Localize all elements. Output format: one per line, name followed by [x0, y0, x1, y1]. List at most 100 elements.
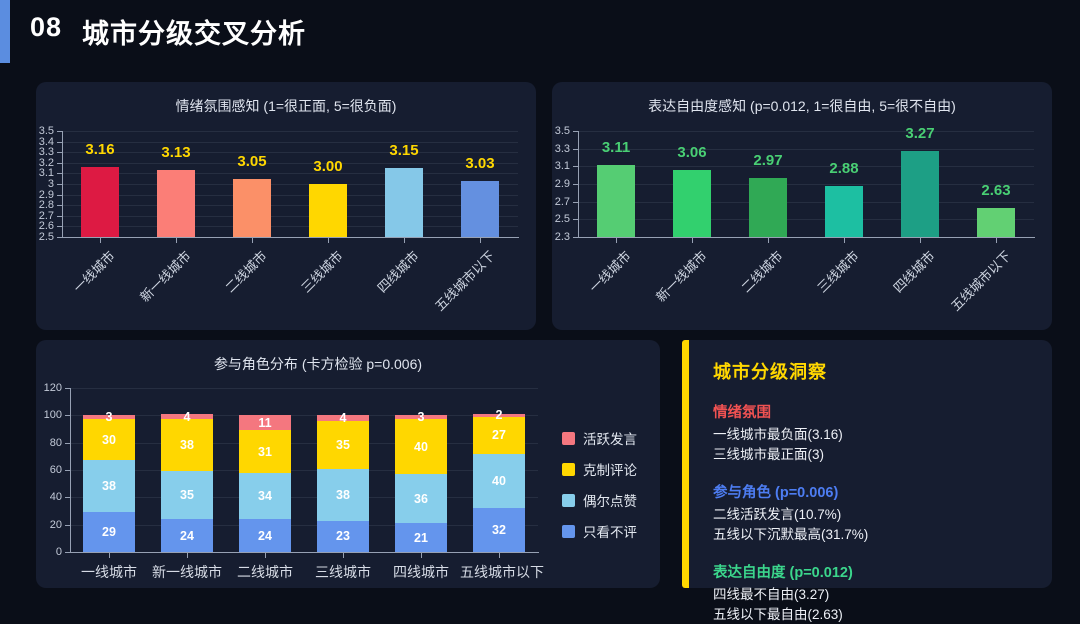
insight-line: 四线最不自由(3.27)	[713, 587, 830, 603]
bar	[749, 177, 787, 237]
legend-swatch-icon	[562, 462, 575, 476]
x-tick-mark	[768, 238, 769, 243]
y-tick-mark	[57, 194, 62, 196]
y-tick-mark	[65, 552, 70, 553]
x-tick-mark	[252, 238, 253, 243]
slide-title: 城市分级交叉分析	[82, 19, 307, 49]
x-tick-label: 二线城市	[222, 248, 270, 296]
bar-segment	[473, 508, 525, 552]
bar-segment	[239, 519, 291, 552]
bar-segment-value-label: 35	[180, 488, 194, 503]
y-tick-label: 100	[43, 409, 62, 422]
y-tick-mark	[57, 173, 62, 175]
y-tick-label: 3.5	[38, 125, 54, 137]
y-tick-mark	[573, 131, 578, 132]
y-tick-label: 2.7	[38, 209, 54, 222]
legend-swatch-icon	[562, 431, 575, 445]
bar	[977, 207, 1015, 237]
bar-segment	[161, 413, 213, 420]
y-tick-mark	[573, 201, 578, 203]
insight-line: 二线活跃发言(10.7%)	[713, 507, 842, 523]
x-axis-line	[578, 237, 1035, 238]
x-tick-label: 新一线城市	[152, 564, 222, 580]
gridline	[62, 173, 518, 175]
gridline	[62, 141, 518, 143]
bar-segment	[317, 468, 369, 521]
bar-segment-value-label: 40	[414, 439, 428, 454]
gridline	[70, 388, 538, 389]
bar	[673, 169, 711, 237]
x-tick-mark	[499, 553, 500, 558]
gridline	[62, 194, 518, 196]
bar-value-label: 3.03	[465, 154, 495, 172]
bar-segment	[473, 413, 525, 417]
x-tick-mark	[844, 238, 845, 243]
y-tick-label: 3.1	[38, 167, 54, 180]
y-tick-mark	[65, 415, 70, 417]
role-chart-title: 参与角色分布 (卡方检验 p=0.006)	[213, 356, 423, 372]
bar-segment	[83, 512, 135, 552]
x-tick-mark	[265, 553, 266, 558]
x-tick-mark	[421, 553, 422, 558]
bar-segment	[83, 415, 135, 420]
insight-heading-role: 参与角色 (p=0.006)	[713, 485, 839, 502]
y-tick-mark	[573, 237, 578, 238]
freedom-bar-chart: 2.3 2.5 2.7 2.9 3.1 3.3 3.5 一线城市 3.11 新一线城市 3.06 二线…	[554, 120, 1046, 326]
x-tick-mark	[100, 238, 101, 243]
y-tick-label: 20	[49, 518, 62, 531]
x-tick-mark	[996, 238, 997, 243]
bar-value-label: 3.27	[905, 125, 935, 143]
slide-header: 08 城市分级交叉分析	[0, 0, 1080, 63]
bar-segment	[83, 419, 135, 461]
y-tick-label: 0	[55, 546, 62, 558]
bar-segment-value-label: 11	[258, 415, 272, 430]
bar-segment	[473, 453, 525, 509]
panel-insights: 城市分级洞察 情绪氛围 一线城市最负面(3.16) 三线城市最正面(3) 参与角…	[682, 340, 1052, 622]
gridline	[578, 184, 1034, 185]
bar-value-label: 3.16	[85, 141, 115, 159]
role-stacked-bar-chart: 0 20 40 60 80 100 120 一线城市 29 38 30 3 新一线城市 24 35 38 4 二线…	[42, 378, 654, 582]
y-tick-mark	[57, 152, 62, 154]
emotion-bar-chart: 2.5 2.6 2.7 2.8 2.9 3 3.1 3.2 3.3 3.4 3.5 一线城市 3.16 新…	[38, 120, 530, 326]
x-tick-label: 五线城市以下	[431, 248, 498, 314]
bar	[385, 168, 423, 237]
slide-number: 08	[30, 12, 63, 42]
insight-line: 三线城市最正面(3)	[713, 446, 824, 462]
y-tick-label: 80	[49, 436, 62, 449]
x-tick-mark	[187, 553, 188, 558]
bar-value-label: 3.05	[237, 152, 267, 170]
bar-value-label: 3.11	[601, 139, 631, 157]
x-axis-line	[62, 237, 519, 238]
gridline	[578, 148, 1034, 150]
bar	[461, 180, 499, 237]
bar-value-label: 3.13	[161, 144, 191, 162]
legend-item: 偶尔点赞	[562, 490, 637, 510]
insight-heading-freedom: 表达自由度 (p=0.012)	[713, 565, 853, 582]
panel-emotion-chart: 情绪氛围感知 (1=很正面, 5=很负面) 2.5 2.6 2.7 2.8 2.9 3 3.…	[36, 82, 536, 330]
bar	[825, 185, 863, 237]
x-tick-label: 新一线城市	[137, 248, 194, 305]
gridline	[70, 524, 538, 526]
y-tick-label: 3.1	[554, 160, 570, 173]
y-tick-label: 2.9	[38, 188, 54, 201]
y-tick-mark	[57, 162, 62, 164]
x-tick-label: 一线城市	[81, 564, 137, 580]
bar-segment	[395, 474, 447, 524]
x-tick-label: 四线城市	[393, 564, 449, 580]
gridline	[62, 226, 518, 228]
x-tick-label: 五线城市以下	[947, 248, 1014, 314]
y-axis-line	[62, 131, 63, 237]
bar-segment	[395, 419, 447, 475]
x-tick-mark	[328, 238, 329, 243]
y-tick-mark	[65, 524, 70, 526]
gridline	[578, 131, 1034, 132]
y-tick-label: 3	[47, 178, 54, 190]
y-tick-mark	[57, 184, 62, 185]
bar	[901, 151, 939, 237]
bar	[81, 167, 119, 237]
x-tick-mark	[109, 553, 110, 558]
bar-segment-value-label: 35	[336, 437, 350, 452]
x-tick-mark	[692, 238, 693, 243]
bar-segment	[239, 472, 291, 520]
bar-segment-value-label: 3	[105, 410, 113, 425]
